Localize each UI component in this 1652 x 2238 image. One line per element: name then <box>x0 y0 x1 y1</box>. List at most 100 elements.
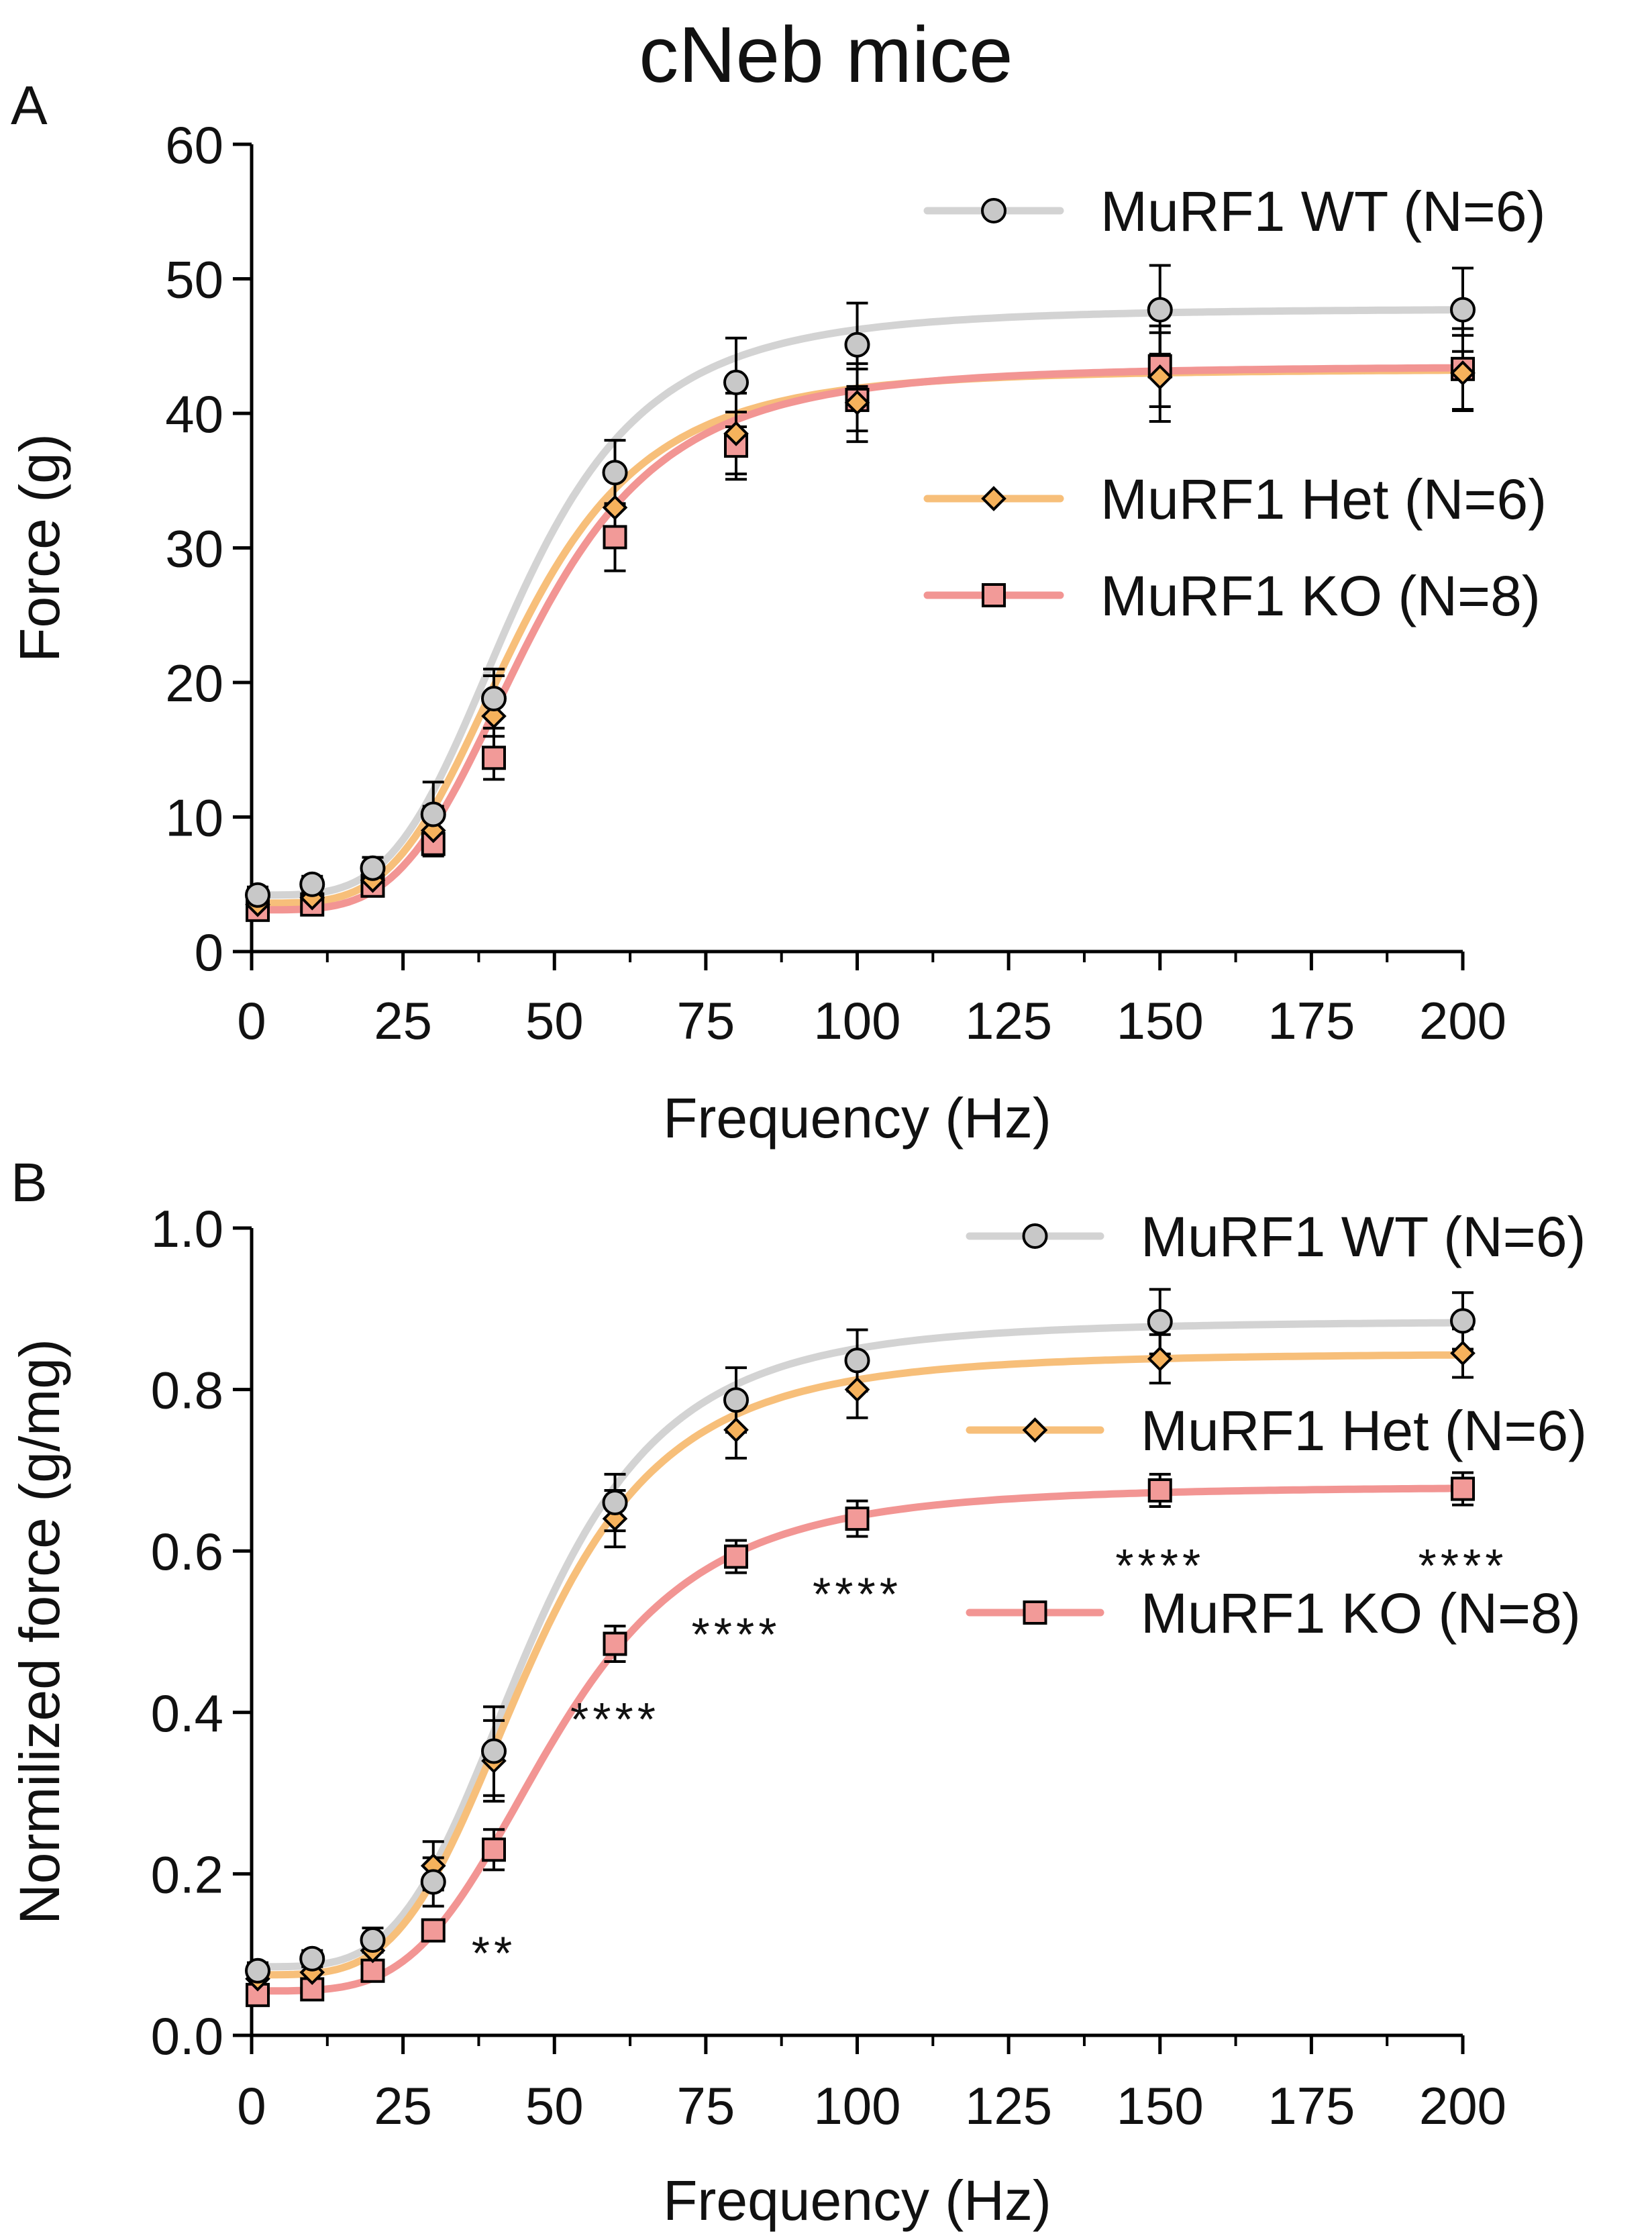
panel-label: A <box>11 75 48 136</box>
y-axis-label: Force (g) <box>8 434 71 662</box>
x-tick-label: 25 <box>374 991 432 1050</box>
data-point-wt <box>245 1957 271 1984</box>
y-tick-label: 40 <box>165 385 223 444</box>
x-tick-label: 50 <box>525 2076 584 2135</box>
significance-annotation: **** <box>1115 1539 1204 1592</box>
y-tick-label: 50 <box>165 250 223 309</box>
x-tick-label: 0 <box>237 991 266 1050</box>
data-point-wt <box>723 369 749 395</box>
data-point-wt <box>844 1347 870 1374</box>
panel-label: B <box>11 1152 48 1213</box>
y-tick-label: 10 <box>165 789 223 848</box>
legend-marker-het <box>1022 1417 1048 1443</box>
legend-label-het: MuRF1 Het (N=6) <box>1141 1399 1587 1462</box>
x-tick-label: 150 <box>1117 991 1204 1050</box>
data-point-het <box>1450 360 1476 386</box>
significance-annotation: **** <box>813 1568 902 1620</box>
data-point-ko <box>845 1507 870 1531</box>
x-tick-label: 100 <box>813 991 900 1050</box>
data-point-ko <box>482 746 506 770</box>
data-point-wt <box>360 1927 386 1953</box>
data-point-wt <box>360 855 386 881</box>
data-point-ko <box>603 1631 627 1656</box>
significance-annotation: **** <box>1418 1539 1508 1592</box>
fit-curve-het <box>254 1351 1467 1979</box>
data-point-het <box>844 1376 870 1403</box>
data-point-ko <box>482 1837 506 1862</box>
legend-label-wt: MuRF1 WT (N=6) <box>1141 1205 1586 1268</box>
x-tick-label: 200 <box>1419 2076 1506 2135</box>
fit-curve-ko <box>254 1484 1467 1995</box>
y-tick-label: 1.0 <box>151 1199 223 1258</box>
significance-annotation: **** <box>692 1608 781 1660</box>
data-point-wt <box>602 1490 628 1516</box>
x-tick-label: 100 <box>813 2076 900 2135</box>
x-tick-label: 125 <box>965 2076 1052 2135</box>
y-tick-label: 20 <box>165 654 223 713</box>
x-tick-label: 175 <box>1268 991 1355 1050</box>
fit-curve-wt <box>254 1319 1467 1971</box>
x-tick-label: 200 <box>1419 991 1506 1050</box>
y-tick-label: 0.6 <box>151 1522 223 1581</box>
data-point-ko <box>1451 1476 1475 1501</box>
legend-label-het: MuRF1 Het (N=6) <box>1100 468 1547 531</box>
data-point-wt <box>1147 1309 1173 1335</box>
data-point-ko <box>1147 1478 1172 1503</box>
data-point-wt <box>1450 297 1476 323</box>
legend-marker-wt <box>1022 1223 1048 1249</box>
legend: MuRF1 WT (N=6) MuRF1 Het (N=6) MuRF1 KO (N… <box>923 180 1547 627</box>
data-point-wt <box>1450 1308 1476 1334</box>
data-point-het <box>723 421 749 446</box>
y-tick-label: 0.4 <box>151 1684 223 1743</box>
data-point-ko <box>724 1544 748 1569</box>
data-point-wt <box>1147 297 1173 323</box>
data-point-ko <box>300 1977 325 2002</box>
data-point-wt <box>723 1387 749 1413</box>
legend-label-ko: MuRF1 KO (N=8) <box>1100 564 1541 627</box>
data-point-het <box>844 390 870 415</box>
data-point-wt <box>602 460 628 486</box>
data-point-het <box>1450 1340 1476 1366</box>
data-point-wt <box>245 882 271 908</box>
data-point-ko <box>360 1958 385 1983</box>
x-axis-label: Frequency (Hz) <box>663 1086 1051 1150</box>
data-point-het <box>1147 364 1173 390</box>
figure-title: cNeb mice <box>639 11 1013 99</box>
data-point-wt <box>844 332 870 358</box>
legend-label-ko: MuRF1 KO (N=8) <box>1141 1582 1581 1645</box>
y-axis-label: Normilized force (g/mg) <box>8 1339 71 1925</box>
legend-marker-ko <box>1023 1600 1047 1625</box>
x-tick-label: 25 <box>374 2076 432 2135</box>
significance-annotation: ** <box>472 1927 516 1980</box>
x-tick-label: 0 <box>237 2076 266 2135</box>
legend-marker-wt <box>981 198 1006 223</box>
data-point-wt <box>420 1869 446 1895</box>
data-point-wt <box>420 801 446 827</box>
data-point-wt <box>481 1738 507 1764</box>
legend: MuRF1 WT (N=6) MuRF1 Het (N=6) MuRF1 KO (N… <box>966 1205 1587 1645</box>
panel-b-normalized-force-chart: B 0.0 0.2 0.4 0.6 0.8 1.0 0 25 50 75 100 125 150 175 20… <box>8 1152 1587 2232</box>
fit-curve-wt <box>254 306 1467 899</box>
data-point-het <box>1147 1346 1173 1372</box>
panel-a-force-frequency-chart: A 0 10 20 30 40 50 60 0 25 50 75 100 125 150 175 200 Freq… <box>8 75 1547 1150</box>
y-tick-label: 0.2 <box>151 1845 223 1904</box>
data-point-ko <box>421 1918 446 1943</box>
data-point-het <box>481 703 507 729</box>
y-tick-label: 60 <box>165 115 223 174</box>
legend-marker-ko <box>982 583 1006 607</box>
x-tick-label: 75 <box>676 991 735 1050</box>
y-tick-label: 0.0 <box>151 2006 223 2066</box>
x-tick-label: 150 <box>1117 2076 1204 2135</box>
data-point-het <box>723 1417 749 1443</box>
x-tick-label: 50 <box>525 991 584 1050</box>
data-point-wt <box>299 1945 325 1972</box>
y-tick-label: 0 <box>195 923 223 982</box>
legend-label-wt: MuRF1 WT (N=6) <box>1100 180 1546 243</box>
x-tick-label: 125 <box>965 991 1052 1050</box>
x-tick-label: 75 <box>676 2076 735 2135</box>
data-point-ko <box>603 525 627 550</box>
data-point-het <box>602 495 628 521</box>
x-axis-label: Frequency (Hz) <box>663 2169 1051 2232</box>
y-tick-label: 0.8 <box>151 1361 223 1420</box>
